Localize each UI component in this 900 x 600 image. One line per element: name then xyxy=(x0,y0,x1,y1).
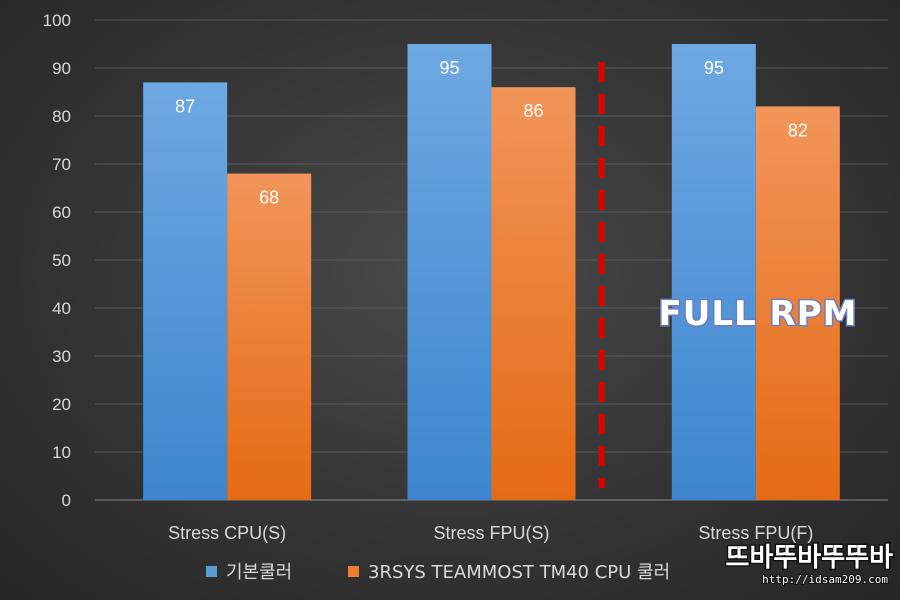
y-tick-label: 100 xyxy=(43,11,71,30)
bar-tm40-cooler-2 xyxy=(491,87,576,500)
y-tick-label: 50 xyxy=(52,251,71,270)
bar-stock-cooler-1 xyxy=(143,82,228,501)
y-tick-label: 20 xyxy=(52,395,71,414)
bar-stock-cooler-2 xyxy=(407,44,492,500)
y-tick-label: 40 xyxy=(52,299,71,318)
bar-stock-cooler-3 xyxy=(671,44,756,500)
data-label: 82 xyxy=(788,120,808,140)
bar-tm40-cooler-3 xyxy=(755,106,840,501)
legend-entry: 3RSYS TEAMMOST TM40 CPU 쿨러 xyxy=(368,562,670,583)
y-tick-label: 60 xyxy=(52,203,71,222)
x-category-label: Stress FPU(S) xyxy=(433,523,549,543)
data-label: 86 xyxy=(523,101,543,121)
watermark-url: http://idsam209.com xyxy=(762,573,888,586)
y-tick-label: 90 xyxy=(52,59,71,78)
y-tick-label: 30 xyxy=(52,347,71,366)
data-label: 95 xyxy=(439,58,459,78)
annotation-full-rpm: FULL RPM xyxy=(659,294,858,334)
data-label: 87 xyxy=(175,96,195,116)
y-tick-label: 0 xyxy=(62,491,71,510)
y-tick-label: 80 xyxy=(52,107,71,126)
legend-swatch xyxy=(348,566,359,577)
legend-entry: 기본쿨러 xyxy=(226,562,292,583)
data-label: 68 xyxy=(259,188,279,208)
x-category-label: Stress FPU(F) xyxy=(698,523,813,543)
x-category-label: Stress CPU(S) xyxy=(168,523,286,543)
bar-tm40-cooler-1 xyxy=(227,173,312,500)
data-label: 95 xyxy=(704,58,724,78)
watermark-logo: 뜨바뚜바뚜뚜바 xyxy=(726,543,894,573)
y-tick-label: 70 xyxy=(52,155,71,174)
y-tick-label: 10 xyxy=(52,443,71,462)
legend-swatch xyxy=(206,566,217,577)
